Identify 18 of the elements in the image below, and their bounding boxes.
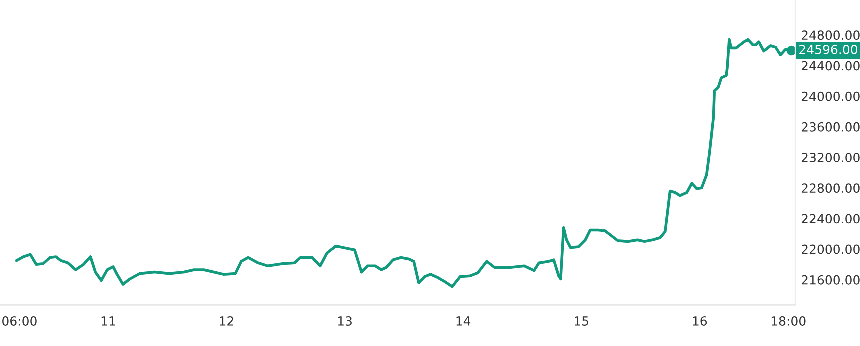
x-tick-label: 18:00 xyxy=(772,316,806,326)
x-tick-label: 13 xyxy=(338,316,352,326)
x-tick-label: 12 xyxy=(220,316,234,326)
y-tick-label: 21600.00 xyxy=(802,275,860,285)
y-tick-label: 22000.00 xyxy=(802,244,860,254)
y-tick-label: 23600.00 xyxy=(802,122,860,132)
x-tick-label: 06:00 xyxy=(2,316,37,326)
x-tick-label: 15 xyxy=(575,316,588,326)
y-tick-label: 24800.00 xyxy=(802,30,860,40)
x-tick-label: 16 xyxy=(693,316,708,326)
y-tick-label: 23200.00 xyxy=(802,153,860,162)
x-tick-label: 14 xyxy=(456,316,471,326)
x-tick-label: 11 xyxy=(102,316,116,326)
y-tick-label: 24400.00 xyxy=(802,61,860,71)
y-tick-label: 22400.00 xyxy=(802,214,860,224)
y-tick-label: 24000.00 xyxy=(802,92,860,102)
annotation: 24596.00 xyxy=(800,44,858,54)
y-tick-label: 22800.00 xyxy=(802,184,860,194)
